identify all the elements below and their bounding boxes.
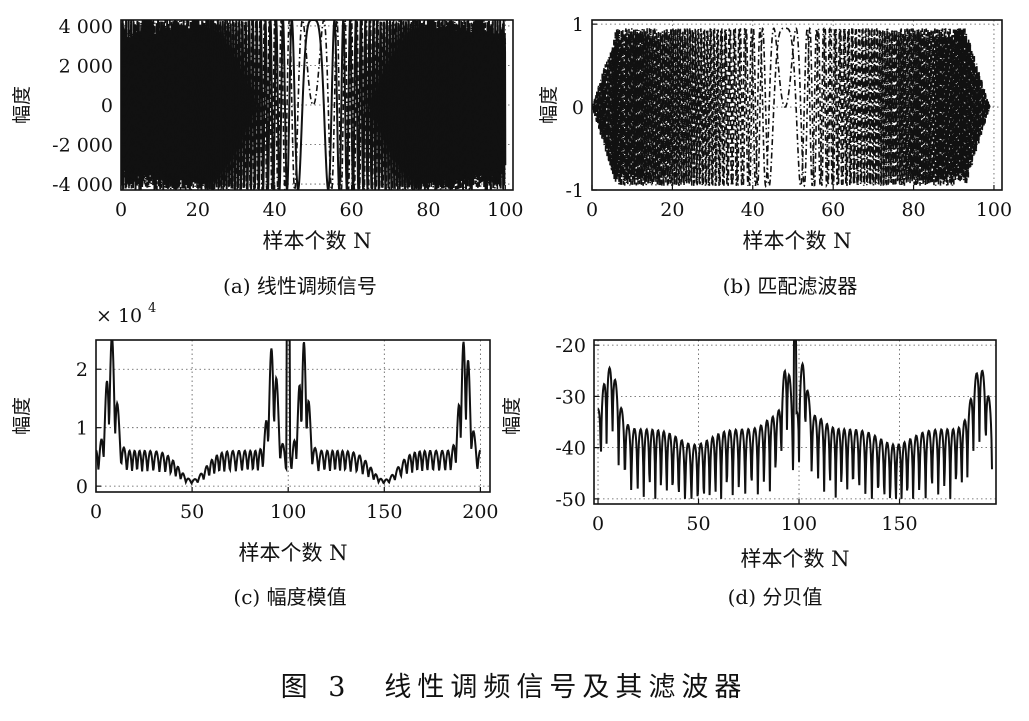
x-axis-label: 样本个数 N — [742, 229, 851, 253]
y-tick-label: -4 000 — [52, 174, 113, 196]
y-tick-label: 4 000 — [59, 16, 113, 38]
y-axis-label: 幅度 — [538, 86, 560, 124]
y-tick-label: 1 — [572, 14, 584, 36]
y-tick-label: -20 — [555, 335, 586, 357]
subplot-caption: (c) 幅度模值 — [233, 585, 346, 609]
y-tick-label: 2 000 — [59, 55, 113, 77]
x-tick-label: 50 — [180, 501, 204, 523]
x-tick-label: 60 — [821, 199, 845, 221]
x-tick-label: 0 — [592, 513, 604, 535]
y-tick-label: -50 — [555, 489, 586, 511]
plot-frame — [591, 19, 1003, 191]
x-axis-label: 样本个数 N — [262, 229, 371, 253]
plot-frame — [95, 339, 491, 493]
y-tick-label: 0 — [572, 97, 584, 119]
x-tick-label: 100 — [781, 513, 817, 535]
y-axis-label: 幅度 — [11, 397, 33, 435]
series-line-1 — [121, 20, 507, 190]
y-axis-label: 幅度 — [501, 397, 523, 435]
x-tick-label: 0 — [586, 199, 598, 221]
x-tick-label: 40 — [263, 199, 287, 221]
x-tick-label: 80 — [901, 199, 925, 221]
x-tick-label: 100 — [270, 501, 306, 523]
figure-title: 图 3 线性调频信号及其滤波器 — [281, 672, 748, 703]
x-axis-label: 样本个数 N — [238, 541, 347, 565]
x-tick-label: 150 — [881, 513, 917, 535]
x-tick-label: 80 — [416, 199, 440, 221]
y-tick-label: 0 — [101, 95, 113, 117]
y-axis-label: 幅度 — [11, 86, 33, 124]
chart-a: 0 20 40 60 80 100 4 000 2 000 0 -2 000 -4 000 幅度样本个… — [11, 16, 523, 298]
y-tick-label: 2 — [76, 359, 88, 381]
x-tick-label: 20 — [186, 199, 210, 221]
subplot-caption: (d) 分贝值 — [728, 585, 823, 609]
x-tick-label: 0 — [115, 199, 127, 221]
scale-multiplier: × 10 — [96, 305, 142, 327]
x-tick-label: 200 — [462, 501, 498, 523]
subplot-caption: (b) 匹配滤波器 — [723, 274, 858, 298]
scale-exponent: 4 — [148, 301, 156, 316]
x-tick-label: 100 — [487, 199, 523, 221]
series-line-0 — [597, 340, 993, 499]
series-line-1 — [592, 27, 991, 189]
y-tick-label: -30 — [555, 386, 586, 408]
y-tick-label: 0 — [76, 476, 88, 498]
x-tick-label: 0 — [90, 501, 102, 523]
y-tick-label: -2 000 — [52, 135, 113, 157]
series-line-0 — [96, 340, 482, 486]
plot-frame — [593, 339, 997, 505]
x-axis-label: 样本个数 N — [740, 547, 849, 571]
y-tick-label: 1 — [76, 418, 88, 440]
x-tick-label: 150 — [366, 501, 402, 523]
x-tick-label: 40 — [741, 199, 765, 221]
x-tick-label: 20 — [660, 199, 684, 221]
x-tick-label: 50 — [686, 513, 710, 535]
y-tick-label: -40 — [555, 438, 586, 460]
x-tick-label: 100 — [976, 199, 1012, 221]
x-tick-label: 60 — [339, 199, 363, 221]
subplot-caption: (a) 线性调频信号 — [223, 274, 377, 298]
y-tick-label: -1 — [565, 180, 584, 202]
